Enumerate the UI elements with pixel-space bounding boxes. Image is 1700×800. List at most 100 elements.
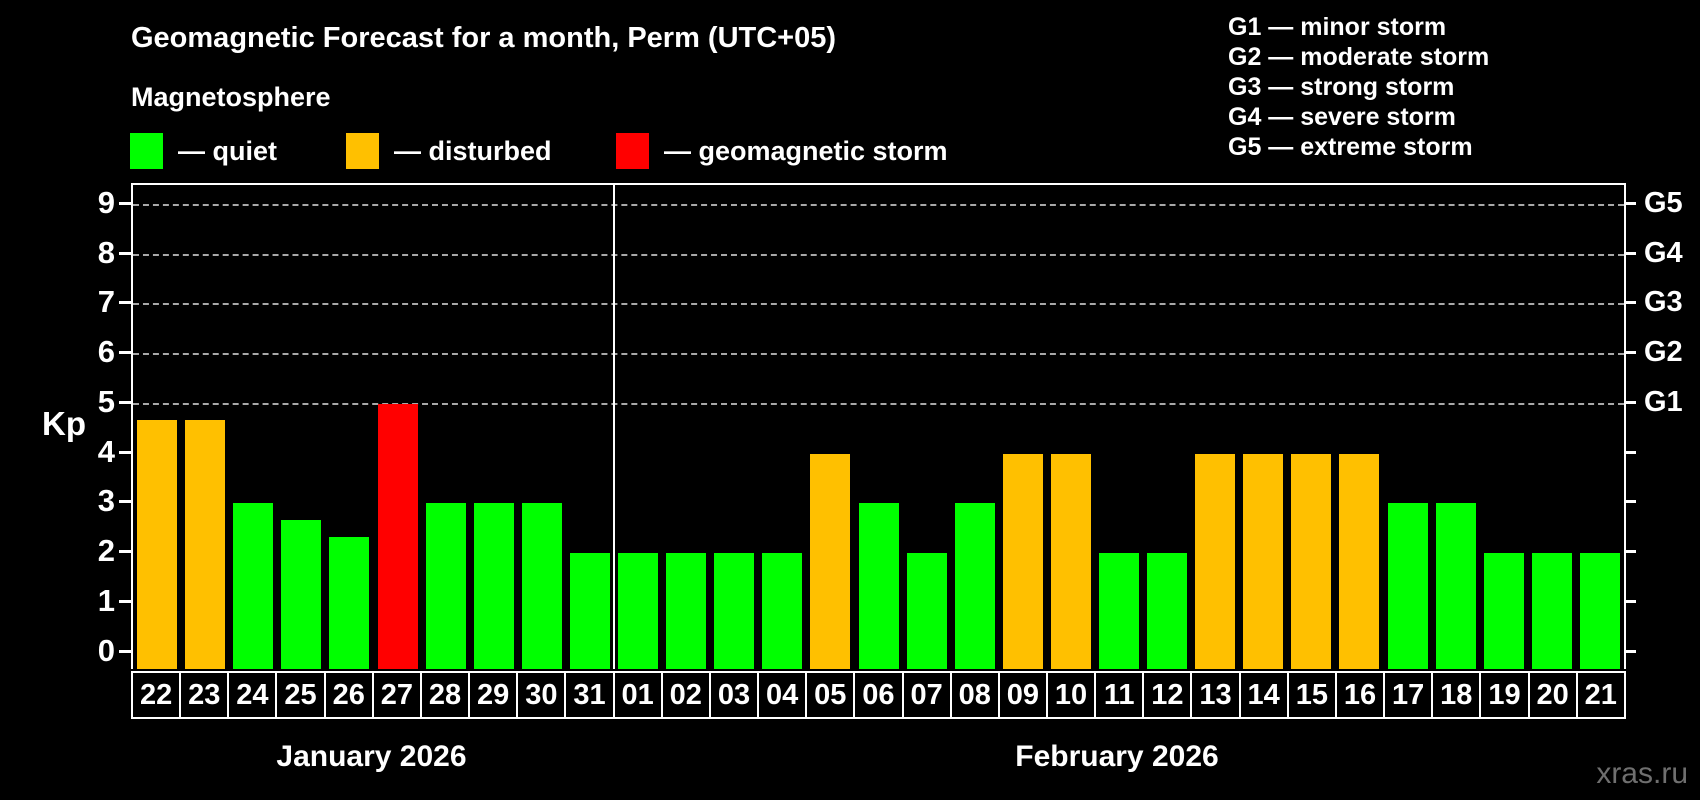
chart-title: Geomagnetic Forecast for a month, Perm (…	[131, 22, 837, 54]
y-tick-right-4	[1624, 450, 1636, 454]
plot-area	[131, 183, 1626, 669]
day-cell-30: 30	[516, 671, 567, 719]
g-axis-label-G3: G3	[1644, 286, 1683, 319]
day-cell-04: 04	[757, 671, 808, 719]
day-cell-18: 18	[1431, 671, 1482, 719]
y-tick-label-6: 6	[97, 334, 115, 370]
day-cell-15: 15	[1286, 671, 1337, 719]
kp-bar-04	[762, 553, 803, 669]
quiet-legend-swatch	[130, 133, 163, 169]
y-tick-right-6	[1624, 351, 1636, 355]
y-tick-left-6	[119, 351, 131, 355]
kp-bar-14	[1243, 453, 1284, 669]
y-tick-label-7: 7	[97, 284, 115, 320]
kp-bar-17	[1387, 503, 1428, 669]
watermark: xras.ru	[1596, 757, 1688, 790]
y-axis-title: Kp	[42, 405, 86, 442]
g-axis-label-G2: G2	[1644, 336, 1683, 369]
day-label-row: 22 23 24 25 26 27 28 29 30 31 01 02 03 04 05 06 07 08 09 10…	[131, 671, 1626, 719]
day-cell-28: 28	[419, 671, 471, 719]
y-tick-left-3	[119, 500, 131, 504]
kp-bar-28	[425, 503, 466, 669]
month-label-february: February 2026	[1015, 740, 1219, 773]
y-tick-left-1	[119, 599, 131, 603]
kp-bar-21	[1579, 553, 1620, 669]
kp-bar-11	[1098, 553, 1139, 669]
kp-bar-27	[377, 403, 418, 669]
kp-bar-19	[1483, 553, 1524, 669]
y-tick-left-0	[119, 649, 131, 653]
grid-line-kp-9	[133, 203, 1624, 206]
y-tick-left-7	[119, 301, 131, 305]
g-axis-label-G1: G1	[1644, 385, 1683, 418]
g-axis-label-G5: G5	[1644, 186, 1683, 219]
kp-bar-08	[954, 503, 995, 669]
grid-line-kp-6	[133, 353, 1624, 356]
kp-bar-09	[1002, 453, 1043, 669]
grid-line-kp-5	[133, 402, 1624, 405]
y-tick-right-1	[1624, 599, 1636, 603]
kp-bar-16	[1339, 453, 1380, 669]
day-cell-09: 09	[997, 671, 1048, 719]
kp-bar-02	[666, 553, 707, 669]
grid-line-kp-8	[133, 253, 1624, 256]
g4-legend-line: G4 — severe storm	[1228, 103, 1456, 131]
kp-bar-15	[1291, 453, 1332, 669]
kp-bar-20	[1531, 553, 1572, 669]
kp-bar-01	[618, 553, 659, 669]
kp-bar-29	[473, 503, 514, 669]
y-tick-right-7	[1624, 301, 1636, 305]
y-tick-label-1: 1	[97, 582, 115, 618]
day-cell-20: 20	[1527, 671, 1578, 719]
kp-bar-22	[137, 420, 178, 669]
day-cell-03: 03	[708, 671, 760, 719]
day-cell-29: 29	[468, 671, 519, 719]
day-cell-14: 14	[1238, 671, 1289, 719]
kp-bar-07	[906, 553, 947, 669]
day-cell-24: 24	[227, 671, 278, 719]
kp-bar-05	[810, 453, 851, 669]
y-tick-left-4	[119, 450, 131, 454]
g3-legend-line: G3 — strong storm	[1228, 73, 1455, 101]
kp-bar-23	[185, 420, 226, 669]
day-cell-22: 22	[131, 671, 182, 719]
day-cell-26: 26	[323, 671, 374, 719]
day-cell-27: 27	[371, 671, 422, 719]
g1-legend-line: G1 — minor storm	[1228, 13, 1447, 41]
y-tick-label-2: 2	[97, 533, 115, 569]
disturbed-legend-label: — disturbed	[394, 136, 552, 166]
y-tick-left-2	[119, 550, 131, 554]
y-tick-right-2	[1624, 550, 1636, 554]
kp-bar-06	[858, 503, 899, 669]
g-axis-label-G4: G4	[1644, 236, 1683, 269]
storm-legend-swatch	[616, 133, 649, 169]
day-cell-01: 01	[612, 671, 663, 719]
day-cell-10: 10	[1045, 671, 1097, 719]
y-tick-right-9	[1624, 201, 1636, 205]
y-tick-left-9	[119, 201, 131, 205]
kp-bar-31	[569, 553, 610, 669]
day-cell-08: 08	[949, 671, 1000, 719]
month-label-january: January 2026	[276, 740, 467, 773]
y-tick-right-5	[1624, 400, 1636, 404]
y-tick-label-4: 4	[97, 433, 115, 469]
magnetosphere-label: Magnetosphere	[131, 82, 331, 112]
y-tick-label-8: 8	[97, 234, 115, 270]
day-cell-02: 02	[660, 671, 711, 719]
day-cell-07: 07	[901, 671, 952, 719]
day-cell-17: 17	[1383, 671, 1434, 719]
y-tick-label-0: 0	[97, 632, 115, 668]
g2-legend-line: G2 — moderate storm	[1228, 43, 1490, 71]
g5-legend-line: G5 — extreme storm	[1228, 133, 1473, 161]
day-cell-13: 13	[1190, 671, 1241, 719]
day-cell-23: 23	[179, 671, 230, 719]
kp-bar-26	[329, 536, 370, 669]
day-cell-21: 21	[1575, 671, 1626, 719]
kp-bar-30	[521, 503, 562, 669]
g-scale-legend: G1 — minor storm G2 — moderate storm G3 …	[1228, 12, 1489, 162]
kp-bar-24	[233, 503, 274, 669]
y-tick-left-5	[119, 400, 131, 404]
month-separator	[612, 185, 615, 669]
y-tick-right-8	[1624, 251, 1636, 255]
